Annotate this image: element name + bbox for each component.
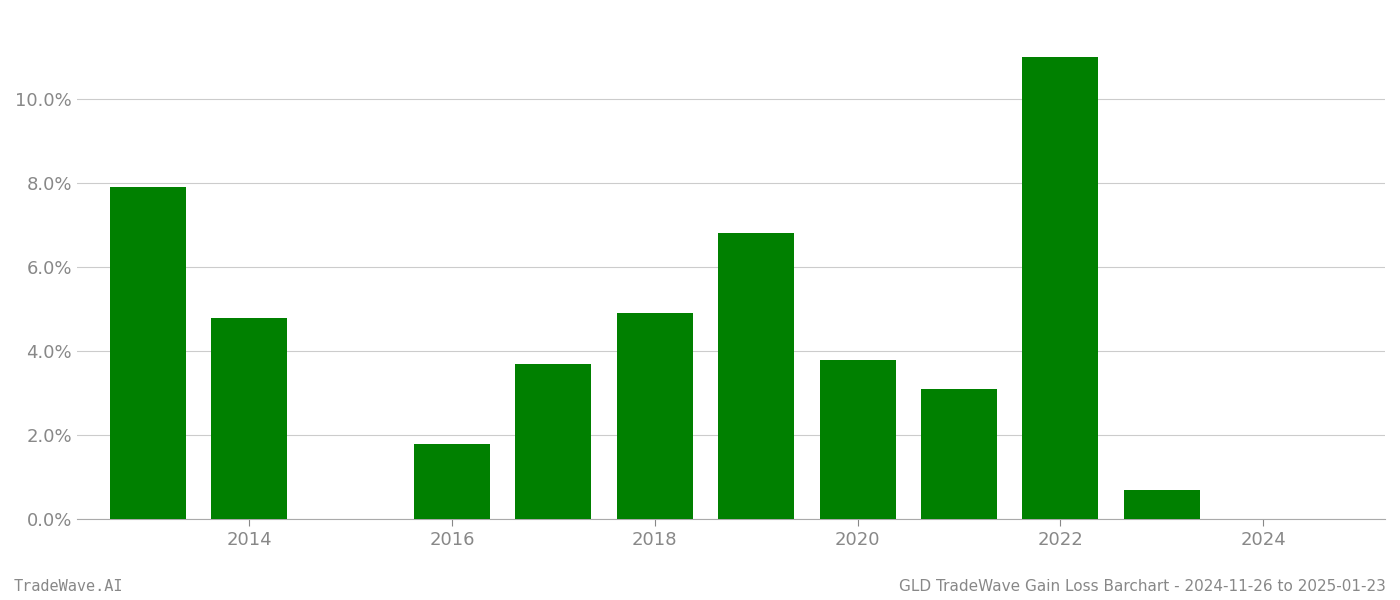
Bar [718, 233, 794, 519]
Bar [211, 317, 287, 519]
Bar [1022, 57, 1099, 519]
Bar [1124, 490, 1200, 519]
Bar [921, 389, 997, 519]
Text: TradeWave.AI: TradeWave.AI [14, 579, 123, 594]
Bar [819, 359, 896, 519]
Bar [109, 187, 186, 519]
Text: GLD TradeWave Gain Loss Barchart - 2024-11-26 to 2025-01-23: GLD TradeWave Gain Loss Barchart - 2024-… [899, 579, 1386, 594]
Bar [515, 364, 591, 519]
Bar [414, 443, 490, 519]
Bar [617, 313, 693, 519]
